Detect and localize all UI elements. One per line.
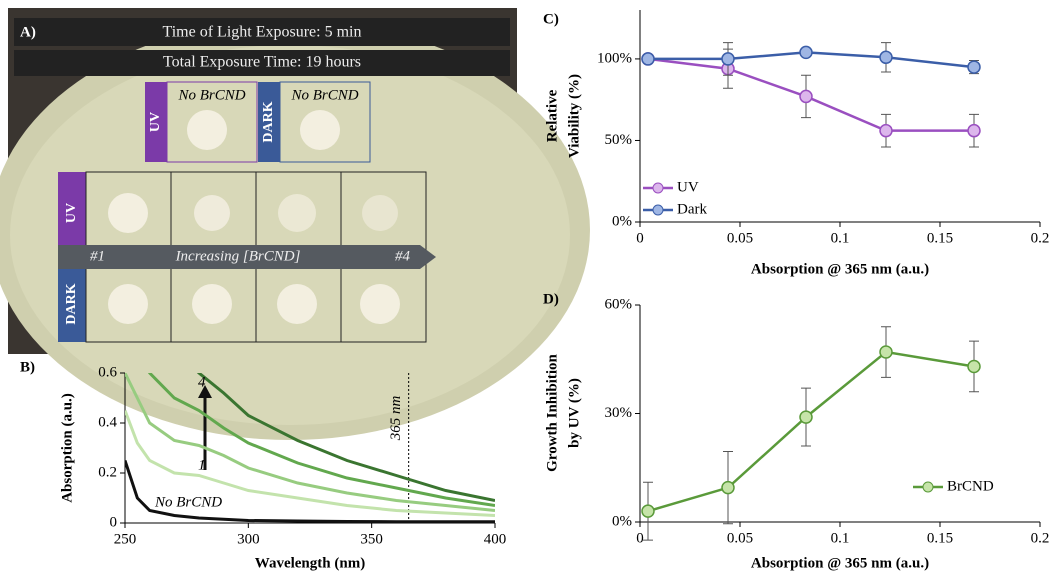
- note: No BrCND: [290, 87, 358, 103]
- annotation: 365 nm: [388, 396, 404, 442]
- marker: [968, 61, 980, 73]
- plot-area: [642, 327, 980, 540]
- x-axis-label: Absorption @ 365 nm (a.u.): [751, 555, 929, 571]
- panel-label: A): [20, 24, 36, 40]
- x-tick-label: 250: [114, 531, 137, 547]
- legend-label: UV: [677, 179, 699, 195]
- y-axis-label: Viability (%): [566, 74, 582, 158]
- legend-marker: [653, 205, 663, 215]
- marker: [968, 360, 980, 372]
- y-tick-label: 0%: [612, 213, 632, 229]
- y-tick-label: 0.4: [98, 414, 117, 430]
- legend-marker: [923, 482, 933, 492]
- label: DARK: [261, 101, 276, 142]
- note: No BrCND: [177, 87, 245, 103]
- legend-marker: [653, 183, 663, 193]
- y-tick-label: 30%: [605, 405, 633, 421]
- x-tick-label: 350: [360, 531, 383, 547]
- marker: [722, 53, 734, 65]
- marker: [880, 346, 892, 358]
- x-tick-label: 0.2: [1031, 230, 1050, 246]
- arrow-label: #1: [90, 248, 105, 264]
- colony: [300, 110, 340, 150]
- figure: Time of Light Exposure: 5 min Total Expo…: [0, 0, 1054, 576]
- banner-text: Time of Light Exposure: 5 min: [163, 24, 362, 41]
- x-axis-label: Absorption @ 365 nm (a.u.): [751, 261, 929, 277]
- y-tick-label: 50%: [605, 132, 633, 148]
- x-tick-label: 0: [636, 530, 644, 546]
- y-tick-label: 0.6: [98, 364, 117, 380]
- marker: [722, 482, 734, 494]
- marker: [880, 125, 892, 137]
- marker: [642, 505, 654, 517]
- x-axis-label: Wavelength (nm): [255, 555, 365, 571]
- x-tick-label: 0.05: [727, 230, 753, 246]
- banner-text: Total Exposure Time: 19 hours: [163, 54, 361, 71]
- y-tick-label: 0: [110, 514, 118, 530]
- y-tick-label: 0.2: [98, 464, 117, 480]
- arrow-label: Increasing [BrCND]: [175, 248, 301, 264]
- label: UV: [148, 112, 163, 132]
- arrow-label: #4: [395, 248, 411, 264]
- marker: [800, 90, 812, 102]
- y-axis-label: Growth Inhibition: [544, 354, 560, 472]
- y-tick-label: 0%: [612, 513, 632, 529]
- y-axis-label: Absorption (a.u.): [59, 393, 75, 503]
- y-tick-label: 100%: [597, 50, 632, 66]
- panel-label: C): [543, 11, 559, 27]
- x-tick-label: 0.15: [927, 530, 953, 546]
- label: DARK: [64, 283, 79, 324]
- colony: [187, 110, 227, 150]
- marker: [642, 53, 654, 65]
- marker: [968, 125, 980, 137]
- y-tick-label: 60%: [605, 296, 633, 312]
- marker: [880, 51, 892, 63]
- plot-area: [642, 43, 980, 147]
- x-tick-label: 300: [237, 531, 260, 547]
- y-axis-label: by UV (%): [566, 378, 582, 448]
- y-axis-label: Relative: [544, 89, 560, 142]
- panel-label: D): [543, 291, 559, 307]
- series-label: 1: [198, 457, 206, 473]
- marker: [800, 411, 812, 423]
- x-tick-label: 400: [484, 531, 507, 547]
- x-tick-label: 0: [636, 230, 644, 246]
- legend-label: BrCND: [947, 478, 994, 494]
- x-tick-label: 0.05: [727, 530, 753, 546]
- series-label: 4: [198, 374, 206, 390]
- x-tick-label: 0.1: [831, 530, 850, 546]
- marker: [800, 46, 812, 58]
- photo-panel: Time of Light Exposure: 5 min Total Expo…: [0, 8, 590, 440]
- x-tick-label: 0.15: [927, 230, 953, 246]
- legend-label: Dark: [677, 201, 707, 217]
- panel-label: B): [20, 359, 35, 375]
- x-tick-label: 0.2: [1031, 530, 1050, 546]
- x-tick-label: 0.1: [831, 230, 850, 246]
- series-label: No BrCND: [154, 494, 222, 510]
- agar: [10, 45, 570, 425]
- label: UV: [64, 203, 79, 223]
